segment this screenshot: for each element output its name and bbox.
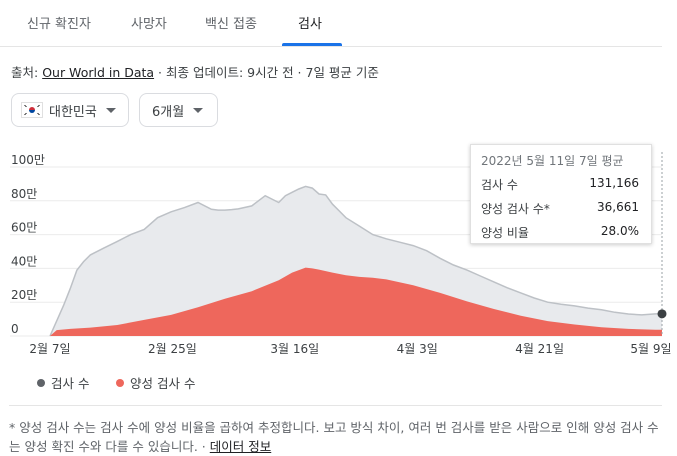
country-dropdown[interactable]: 대한민국: [11, 93, 129, 127]
testing-chart[interactable]: 0 20만 40만 60만 80만 100만 2월 7일 2월 25일 3월 16일 4월 3일…: [0, 140, 677, 365]
tab-deaths[interactable]: 사망자: [131, 17, 167, 32]
legend-item-tests: 검사 수: [37, 373, 89, 392]
legend-dot-icon: [37, 378, 45, 387]
tooltip-title: 2022년 5월 11일 7일 평균: [481, 154, 624, 168]
hover-point: [657, 309, 667, 319]
legend-item-positive-tests: 양성 검사 수: [116, 373, 195, 392]
tab-testing[interactable]: 검사: [298, 17, 322, 32]
tooltip-value: 36,661: [597, 200, 639, 214]
positive-tests-area: [50, 267, 662, 336]
tooltip-label: 양성 검사 수*: [481, 202, 550, 216]
country-label: 대한민국: [49, 104, 97, 120]
active-tab-indicator: [282, 43, 342, 46]
source-link[interactable]: Our World in Data: [42, 65, 155, 80]
tooltip-row: 양성 비율 28.0%: [481, 224, 639, 242]
tooltip-label: 양성 비율: [481, 226, 529, 240]
tooltip-label: 검사 수: [481, 178, 518, 192]
source-suffix: · 최종 업데이트: 9시간 전 · 7일 평균 기준: [154, 65, 379, 80]
source-prefix: 출처:: [11, 65, 43, 80]
tooltip-value: 28.0%: [600, 224, 639, 238]
chevron-down-icon: [193, 107, 204, 113]
period-label: 6개월: [152, 104, 185, 120]
x-tick-label: 3월 16일: [270, 342, 319, 356]
y-tick-label: 80만: [11, 187, 37, 201]
y-tick-label: 40만: [11, 254, 37, 268]
legend-label: 양성 검사 수: [130, 376, 196, 391]
y-tick-label: 0: [11, 322, 19, 336]
x-tick-label: 4월 3일: [397, 342, 438, 356]
x-tick-label: 4월 21일: [515, 342, 564, 356]
y-tick-label: 20만: [11, 288, 37, 302]
chevron-down-icon: [105, 107, 116, 113]
footnote: * 양성 검사 수는 검사 수에 양성 비율을 곱하여 추정합니다. 보고 방식…: [9, 418, 664, 456]
chart-tooltip: 2022년 5월 11일 7일 평균 검사 수 131,166 양성 검사 수*…: [470, 144, 652, 244]
legend-dot-icon: [116, 378, 124, 387]
tests-area: [50, 186, 662, 336]
tab-vaccinations[interactable]: 백신 접종: [205, 17, 257, 32]
x-tick-label: 2월 25일: [148, 342, 197, 356]
source-line: 출처: Our World in Data · 최종 업데이트: 9시간 전 ·…: [11, 62, 379, 81]
tooltip-row: 양성 검사 수* 36,661: [481, 200, 639, 218]
x-tick-label: 5월 9일: [630, 342, 671, 356]
y-tick-label: 60만: [11, 221, 37, 235]
x-tick-label: 2월 7일: [29, 342, 70, 356]
data-info-link[interactable]: 데이터 정보: [209, 439, 272, 454]
tab-bar: 신규 확진자 사망자 백신 접종 검사: [0, 0, 662, 47]
y-tick-label: 100만: [11, 153, 45, 167]
south-korea-flag-icon: [21, 102, 43, 118]
tooltip-value: 131,166: [589, 176, 639, 190]
period-dropdown[interactable]: 6개월: [139, 93, 218, 127]
tab-new-cases[interactable]: 신규 확진자: [27, 17, 91, 32]
legend-label: 검사 수: [51, 376, 90, 391]
tooltip-row: 검사 수 131,166: [481, 176, 639, 194]
tests-line: [49, 185, 663, 337]
divider: [9, 405, 662, 406]
footnote-text: * 양성 검사 수는 검사 수에 양성 비율을 곱하여 추정합니다. 보고 방식…: [9, 420, 659, 454]
